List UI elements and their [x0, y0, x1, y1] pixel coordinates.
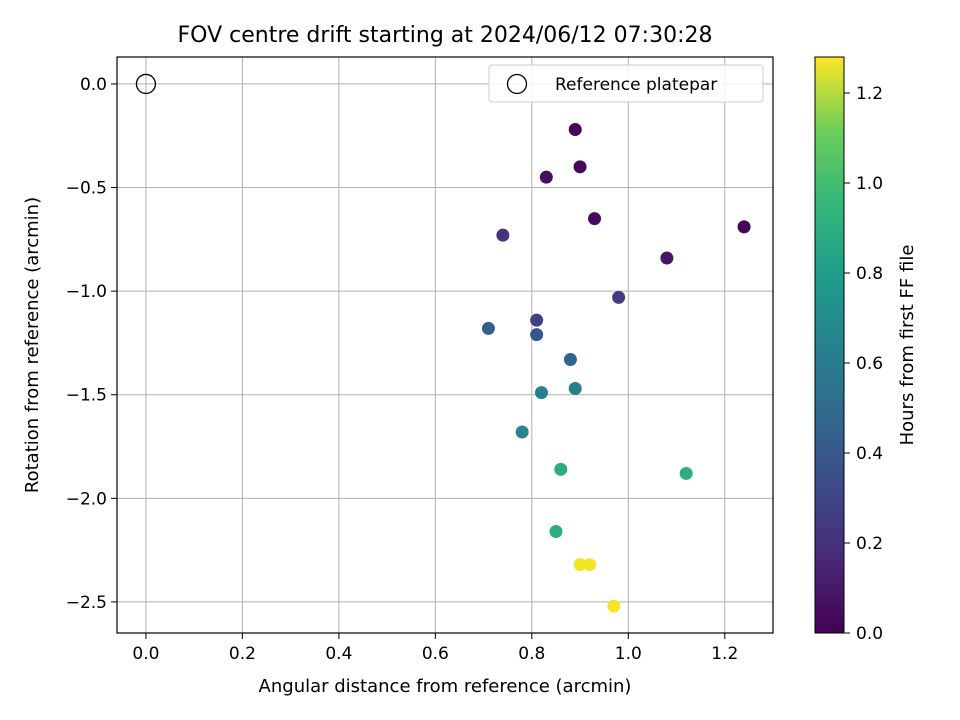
- x-tick-label: 1.2: [711, 644, 738, 664]
- colorbar-tick-label: 0.6: [856, 354, 883, 374]
- y-tick-label: −1.0: [66, 282, 107, 302]
- x-tick-label: 0.0: [132, 644, 159, 664]
- data-point: [534, 386, 548, 400]
- legend-label-reference: Reference platepar: [555, 75, 717, 95]
- data-point: [737, 220, 751, 234]
- y-axis-label: Rotation from reference (arcmin): [22, 197, 43, 493]
- legend-box: [488, 64, 764, 103]
- data-point: [554, 462, 568, 476]
- data-point: [515, 425, 529, 439]
- data-point: [607, 599, 621, 613]
- x-tick-label: 0.8: [518, 644, 545, 664]
- data-point: [568, 123, 582, 137]
- x-axis-ticks: 0.0 0.2 0.4 0.6 0.8 1.0 1.2: [132, 633, 738, 664]
- data-point: [573, 558, 587, 572]
- data-point: [583, 558, 597, 572]
- colorbar-tick-label: 0.8: [856, 264, 883, 284]
- colorbar-tick-label: 1.0: [856, 174, 883, 194]
- colorbar-gradient: [814, 56, 845, 634]
- colorbar-tick-label: 0.2: [856, 534, 883, 554]
- x-axis-label: Angular distance from reference (arcmin): [259, 676, 632, 697]
- colorbar-label: Hours from first FF file: [897, 245, 918, 446]
- data-point: [588, 212, 602, 226]
- x-tick-label: 0.2: [229, 644, 256, 664]
- data-point: [549, 524, 563, 538]
- data-point: [679, 466, 693, 480]
- chart-title: FOV centre drift starting at 2024/06/12 …: [178, 23, 713, 48]
- colorbar-tick-label: 0.0: [856, 624, 883, 644]
- data-points: [481, 123, 751, 613]
- legend-marker: [506, 73, 528, 95]
- data-point: [568, 382, 582, 396]
- grid: [117, 57, 773, 633]
- x-tick-label: 0.4: [325, 644, 352, 664]
- data-point: [530, 328, 544, 342]
- y-tick-label: −2.5: [66, 593, 107, 613]
- y-tick-label: −0.5: [66, 179, 107, 199]
- data-point: [481, 321, 495, 335]
- y-tick-label: 0.0: [80, 75, 107, 95]
- data-point: [563, 353, 577, 367]
- data-point: [530, 313, 544, 327]
- reference-platepar-marker: [135, 73, 157, 95]
- reference-point: [135, 73, 157, 95]
- x-tick-label: 1.0: [615, 644, 642, 664]
- data-point: [573, 160, 587, 174]
- data-point: [612, 290, 626, 304]
- y-axis-ticks: 0.0 −0.5 −1.0 −1.5 −2.0 −2.5: [66, 75, 117, 613]
- legend: Reference platepar: [488, 64, 764, 103]
- data-point: [539, 170, 553, 184]
- plot-frame: [116, 56, 774, 634]
- colorbar-tick-label: 0.4: [856, 444, 883, 464]
- data-point: [660, 251, 674, 265]
- colorbar-tick-label: 1.2: [856, 84, 883, 104]
- colorbar-ticks: 0.0 0.2 0.4 0.6 0.8 1.0 1.2: [844, 84, 883, 644]
- data-point: [496, 228, 510, 242]
- y-tick-label: −1.5: [66, 386, 107, 406]
- y-tick-label: −2.0: [66, 489, 107, 509]
- x-tick-label: 0.6: [422, 644, 449, 664]
- colorbar: 0.0 0.2 0.4 0.6 0.8 1.0 1.2 Hours from first F…: [814, 56, 918, 644]
